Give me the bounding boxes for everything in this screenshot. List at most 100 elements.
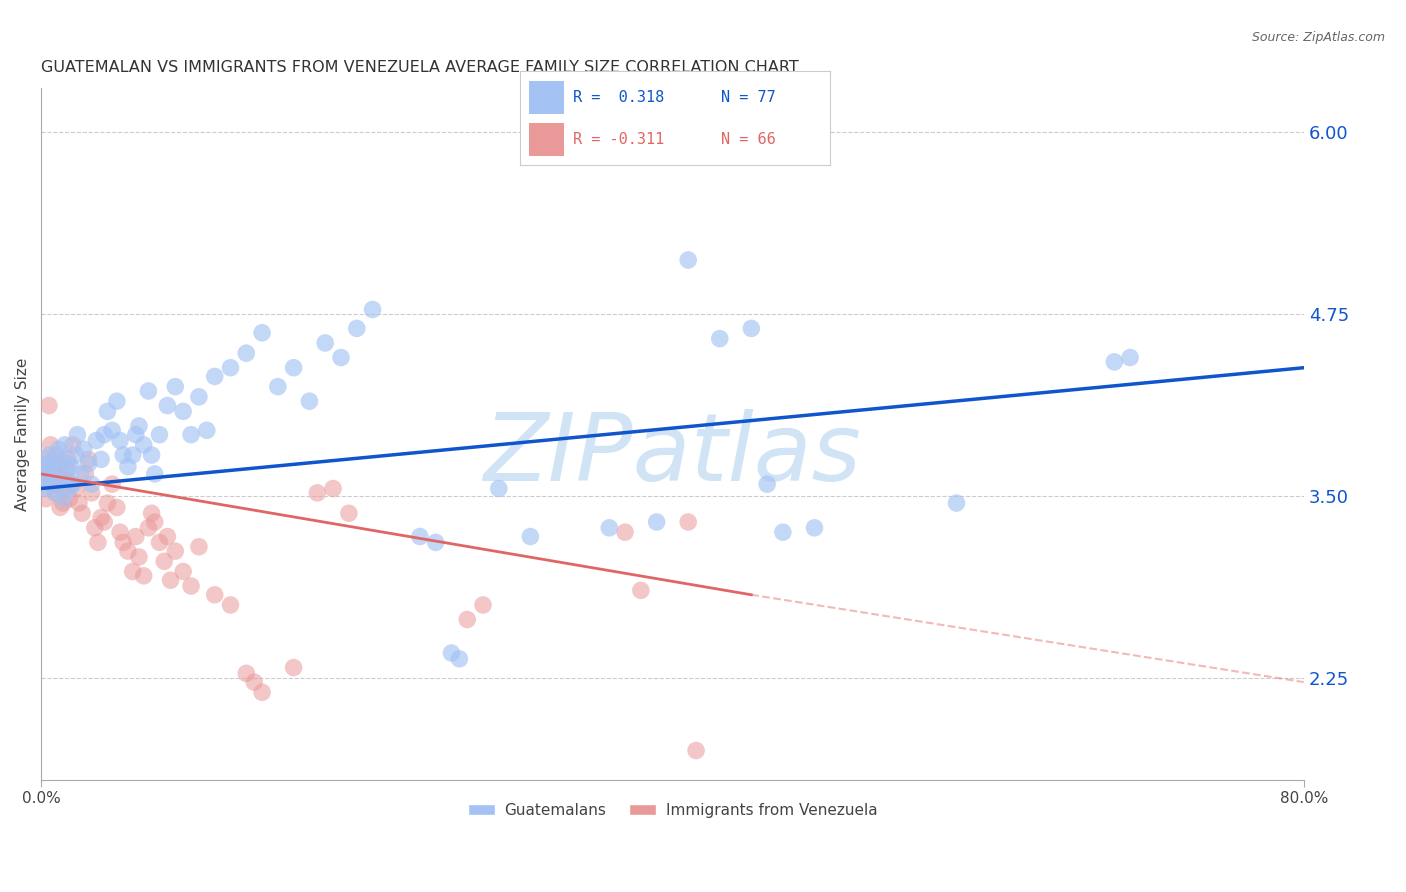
Point — [803, 521, 825, 535]
Point — [283, 360, 305, 375]
Text: Source: ZipAtlas.com: Source: ZipAtlas.com — [1251, 31, 1385, 45]
Point — [39, 467, 62, 481]
Point — [108, 525, 131, 540]
Point — [112, 535, 135, 549]
Point — [283, 660, 305, 674]
Point — [37, 457, 59, 471]
Point — [31, 462, 53, 476]
Point — [69, 467, 91, 481]
Text: ZIPatlas: ZIPatlas — [484, 409, 862, 500]
Point — [60, 477, 83, 491]
Point — [105, 500, 128, 515]
Point — [180, 427, 202, 442]
Point — [128, 549, 150, 564]
Point — [156, 399, 179, 413]
Point — [44, 486, 66, 500]
FancyBboxPatch shape — [530, 123, 564, 156]
Point — [165, 379, 187, 393]
Point — [409, 530, 432, 544]
Point — [38, 399, 60, 413]
Point — [148, 427, 170, 442]
Point — [337, 506, 360, 520]
Point — [772, 525, 794, 540]
Point — [676, 252, 699, 267]
Point — [307, 486, 329, 500]
Text: N = 66: N = 66 — [721, 132, 776, 147]
Point — [77, 452, 100, 467]
Point — [456, 613, 478, 627]
Point — [346, 321, 368, 335]
Point — [44, 486, 66, 500]
Point — [195, 423, 218, 437]
Point — [65, 448, 87, 462]
Point — [49, 500, 72, 515]
Point — [141, 506, 163, 520]
Point — [172, 404, 194, 418]
Point — [128, 419, 150, 434]
Text: R = -0.311: R = -0.311 — [572, 132, 664, 147]
Point — [219, 598, 242, 612]
Text: N = 77: N = 77 — [721, 90, 776, 105]
Point — [298, 394, 321, 409]
Point — [709, 332, 731, 346]
Point — [125, 427, 148, 442]
Point — [45, 448, 67, 462]
Point — [156, 530, 179, 544]
Point — [614, 525, 637, 540]
Point — [153, 554, 176, 568]
Point — [56, 452, 79, 467]
FancyBboxPatch shape — [530, 81, 564, 113]
Point — [187, 540, 209, 554]
Point — [138, 521, 160, 535]
Point — [235, 666, 257, 681]
Point — [96, 496, 118, 510]
Point — [35, 491, 58, 506]
Point — [56, 457, 79, 471]
Point — [101, 423, 124, 437]
Point — [41, 477, 63, 491]
Point — [138, 384, 160, 398]
Point — [180, 579, 202, 593]
Point — [756, 477, 779, 491]
Point — [121, 565, 143, 579]
Point — [42, 452, 65, 467]
Point — [361, 302, 384, 317]
Point — [117, 544, 139, 558]
Point — [83, 521, 105, 535]
Point — [75, 467, 97, 481]
Point — [740, 321, 762, 335]
Point — [80, 477, 103, 491]
Point — [48, 467, 70, 481]
Point — [219, 360, 242, 375]
Point — [37, 467, 59, 481]
Point — [45, 462, 67, 476]
Point — [488, 482, 510, 496]
Point — [52, 491, 75, 506]
Point — [440, 646, 463, 660]
Point — [62, 438, 84, 452]
Point — [425, 535, 447, 549]
Text: GUATEMALAN VS IMMIGRANTS FROM VENEZUELA AVERAGE FAMILY SIZE CORRELATION CHART: GUATEMALAN VS IMMIGRANTS FROM VENEZUELA … — [41, 60, 799, 75]
Point — [472, 598, 495, 612]
Point — [235, 346, 257, 360]
Y-axis label: Average Family Size: Average Family Size — [15, 358, 30, 510]
Point — [32, 475, 55, 489]
Point — [945, 496, 967, 510]
Point — [449, 652, 471, 666]
Point — [1104, 355, 1126, 369]
Point — [330, 351, 353, 365]
Point — [132, 438, 155, 452]
Point — [31, 452, 53, 467]
Point — [70, 506, 93, 520]
Point — [90, 452, 112, 467]
Point — [51, 482, 73, 496]
Point — [519, 530, 541, 544]
Point — [159, 573, 181, 587]
Point — [32, 471, 55, 485]
Point — [314, 335, 336, 350]
Point — [267, 379, 290, 393]
Point — [243, 675, 266, 690]
Point — [172, 565, 194, 579]
Point — [55, 471, 77, 485]
Point — [90, 510, 112, 524]
